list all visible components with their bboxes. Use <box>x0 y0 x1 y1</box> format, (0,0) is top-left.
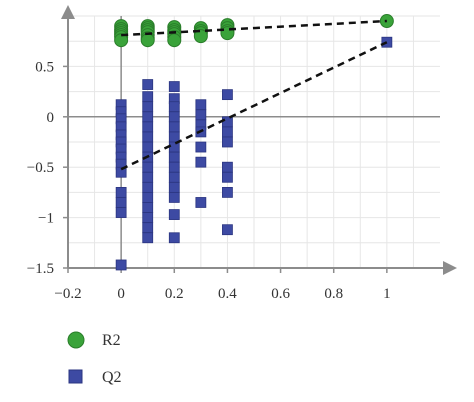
data-point-q2 <box>142 222 154 234</box>
data-point-q2 <box>195 99 207 111</box>
regression-line-r2 <box>121 19 387 37</box>
data-point-q2 <box>168 181 180 193</box>
data-point-q2 <box>168 81 180 92</box>
legend-item-q2: Q2 <box>68 369 122 386</box>
regression-lines <box>120 19 388 171</box>
data-point-q2 <box>142 181 154 193</box>
x-tick-label: 0 <box>117 286 125 302</box>
data-point-q2 <box>115 186 127 198</box>
data-point-q2 <box>195 156 207 168</box>
data-point-q2 <box>168 171 180 183</box>
data-point-q2 <box>142 232 154 244</box>
y-tick-label: 0 <box>47 110 55 126</box>
data-point-q2 <box>222 171 233 183</box>
x-tick-label: 1 <box>383 286 391 302</box>
data-point-q2 <box>168 141 180 153</box>
data-point-q2 <box>142 111 154 123</box>
legend-label-q2: Q2 <box>102 369 122 386</box>
data-point-q2 <box>115 166 127 178</box>
data-point-q2 <box>168 101 180 113</box>
data-point-q2 <box>142 101 154 113</box>
data-point-q2 <box>142 161 154 173</box>
x-tick-label: −0.2 <box>54 286 81 302</box>
data-point-q2 <box>142 91 154 103</box>
tick-labels: −0.2 0 0.2 0.4 0.6 0.8 1 0.5 0 −0.5 −1 −1.5 <box>27 59 391 302</box>
data-point-q2 <box>142 121 154 133</box>
legend-label-r2: R2 <box>102 332 121 349</box>
data-point-q2 <box>142 212 154 224</box>
data-point-q2 <box>115 197 127 208</box>
data-point-r2 <box>114 33 129 48</box>
data-point-r2 <box>167 33 182 48</box>
data-point-q2 <box>168 151 180 163</box>
data-point-q2 <box>195 109 207 121</box>
legend-marker-q2 <box>68 369 83 384</box>
x-tick-label: 0.2 <box>165 286 184 302</box>
data-point-q2 <box>222 161 233 173</box>
data-point-q2 <box>168 131 180 143</box>
regression-line-q2 <box>120 41 388 171</box>
x-tick-label: 0.4 <box>218 286 237 302</box>
data-point-q2 <box>222 224 233 236</box>
data-point-q2 <box>222 116 233 128</box>
data-point-q2 <box>142 192 154 203</box>
data-point-q2 <box>168 111 180 123</box>
data-point-q2 <box>142 131 154 143</box>
data-point-q2 <box>222 186 233 198</box>
grid-lines <box>68 15 440 268</box>
data-point-q2 <box>222 136 233 148</box>
data-point-q2 <box>142 141 154 153</box>
data-point-r2 <box>140 33 155 48</box>
y-tick-label: 0.5 <box>35 59 54 75</box>
x-tick-label: 0.6 <box>271 286 290 302</box>
data-point-r2 <box>193 29 208 44</box>
data-point-q2 <box>222 89 233 101</box>
legend-item-r2: R2 <box>67 331 121 349</box>
legend: R2 Q2 <box>67 331 122 386</box>
data-point-q2 <box>115 207 127 218</box>
data-point-q2 <box>168 121 180 133</box>
data-point-q2 <box>222 126 233 138</box>
legend-marker-r2 <box>67 331 85 349</box>
data-point-q2 <box>142 202 154 213</box>
data-point-q2 <box>115 259 127 271</box>
y-tick-label: −1.5 <box>27 261 54 277</box>
data-point-q2 <box>168 161 180 173</box>
data-point-q2 <box>168 232 180 244</box>
data-point-q2 <box>195 141 207 153</box>
data-point-q2 <box>142 79 154 90</box>
data-point-q2 <box>168 209 180 220</box>
x-tick-label: 0.8 <box>324 286 343 302</box>
y-tick-label: −0.5 <box>27 160 54 176</box>
data-point-q2 <box>168 192 180 203</box>
data-point-q2 <box>142 171 154 183</box>
y-tick-label: −1 <box>38 211 54 227</box>
data-point-q2 <box>195 197 207 208</box>
